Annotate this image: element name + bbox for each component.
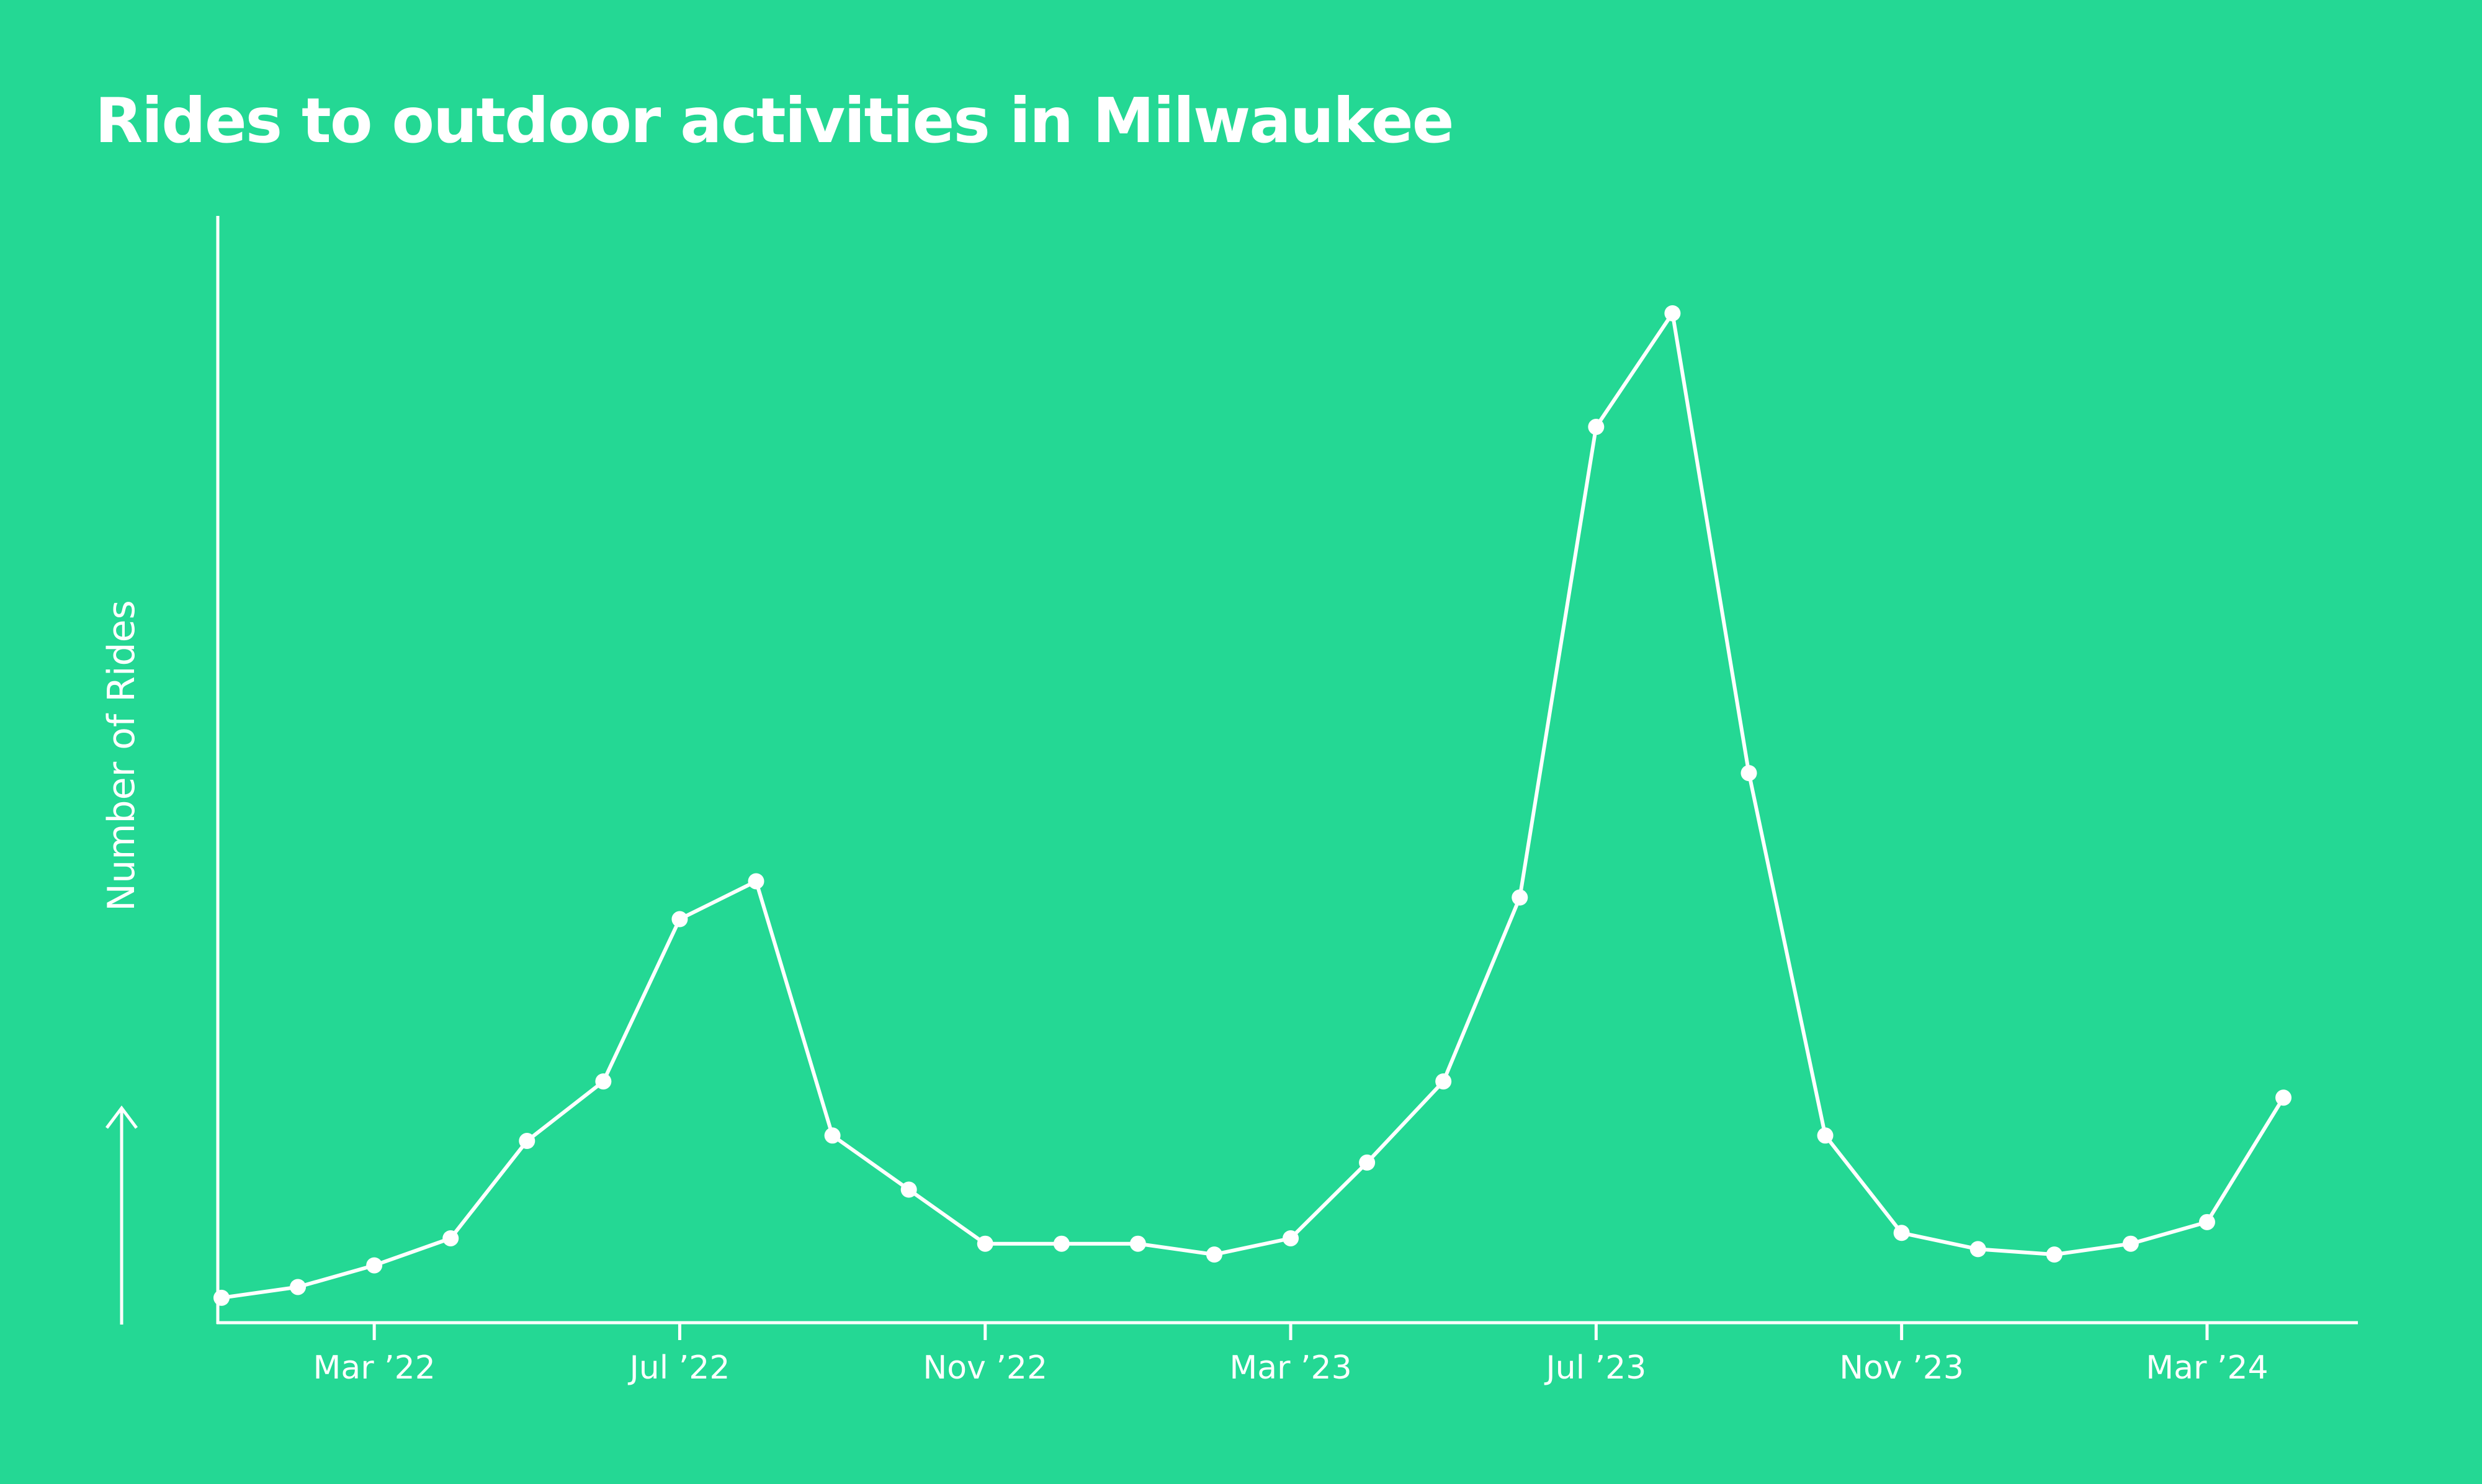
data-point [1588, 419, 1605, 436]
data-point [595, 1073, 612, 1090]
data-point [2198, 1214, 2215, 1230]
y-axis-arrow-head [105, 1105, 138, 1129]
data-point [442, 1230, 459, 1246]
data-point [1283, 1230, 1299, 1246]
data-point [1206, 1246, 1222, 1263]
data-point [290, 1279, 307, 1295]
data-point [1359, 1154, 1376, 1171]
chart-title: Rides to outdoor activities in Milwaukee [95, 84, 1454, 157]
y-axis-label: Number of Rides [100, 600, 143, 911]
data-point [1741, 765, 1757, 782]
data-point [213, 1289, 230, 1306]
data-point [366, 1257, 383, 1274]
data-point [977, 1235, 993, 1252]
data-point [519, 1133, 535, 1150]
data-point [2122, 1235, 2139, 1252]
data-point [1969, 1241, 1986, 1258]
data-point [1129, 1235, 1146, 1252]
data-point [748, 873, 764, 890]
data-point [1435, 1073, 1452, 1090]
y-axis-label-group: Number of Rides [100, 600, 143, 1325]
x-tick-label: Nov ’22 [923, 1349, 1047, 1387]
x-tick-label: Mar ’24 [2146, 1349, 2268, 1387]
data-points [213, 305, 2292, 1306]
x-tick-label: Jul ’22 [627, 1349, 730, 1387]
x-tick-label: Nov ’23 [1839, 1349, 1964, 1387]
data-point [1817, 1127, 1834, 1144]
data-point [2275, 1089, 2292, 1106]
data-point [1664, 305, 1681, 321]
data-point [900, 1181, 917, 1198]
x-tick-label: Mar ’23 [1229, 1349, 1351, 1387]
series-line [220, 311, 2285, 1300]
x-tick-label: Mar ’22 [313, 1349, 435, 1387]
data-point [1893, 1225, 1910, 1241]
data-point [1053, 1235, 1070, 1252]
x-tick-label: Jul ’23 [1544, 1349, 1646, 1387]
x-axis-ticks: Mar ’22 Jul ’22 Nov ’22 Mar ’23 Jul ’23 Nov ’… [313, 1323, 2269, 1387]
data-point [824, 1127, 841, 1144]
data-point [671, 911, 688, 928]
data-point [1512, 889, 1528, 906]
data-point [2046, 1246, 2063, 1263]
